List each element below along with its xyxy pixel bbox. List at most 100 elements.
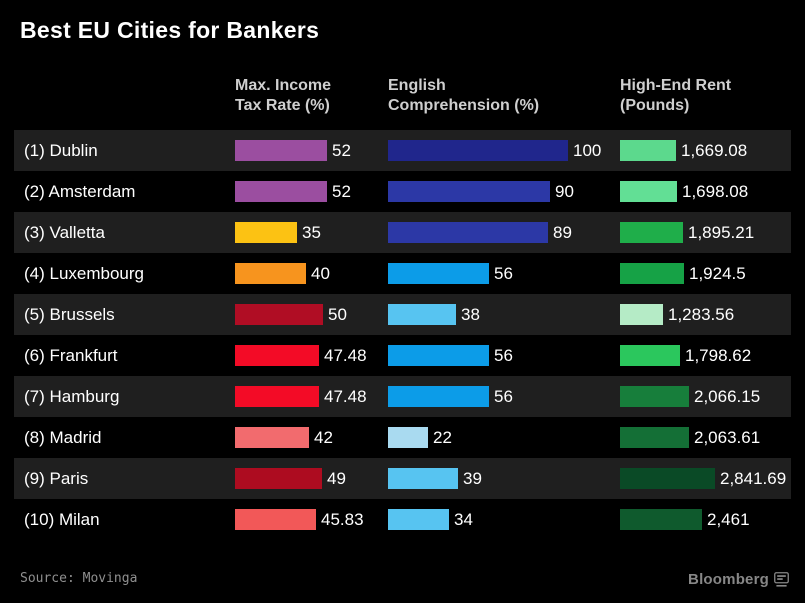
rent-bar	[620, 509, 702, 530]
tax-value: 52	[332, 181, 351, 201]
english-bar	[388, 427, 428, 448]
column-header-tax-line1: Max. Income	[235, 77, 332, 94]
english-value: 100	[573, 140, 602, 160]
rent-cell: 1,924.5	[620, 263, 791, 284]
english-cell: 56	[388, 386, 620, 407]
english-value: 56	[494, 386, 513, 406]
tax-value: 47.48	[324, 345, 367, 365]
english-value: 56	[494, 263, 513, 283]
english-cell: 34	[388, 509, 620, 530]
table-row: (1) Dublin 52 100 1,669.08	[14, 130, 791, 171]
rent-cell: 2,841.69	[620, 468, 791, 489]
tax-cell: 45.83	[235, 509, 388, 530]
rent-bar	[620, 345, 680, 366]
english-cell: 90	[388, 181, 620, 202]
city-label: (10) Milan	[24, 509, 100, 529]
rent-bar	[620, 304, 663, 325]
tax-cell: 47.48	[235, 345, 388, 366]
rent-value: 2,461	[707, 509, 750, 529]
rent-value: 1,924.5	[689, 263, 746, 283]
english-bar	[388, 468, 458, 489]
english-value: 38	[461, 304, 480, 324]
rent-bar	[620, 468, 715, 489]
english-value: 39	[463, 468, 482, 488]
table-row: (8) Madrid 42 22 2,063.61	[14, 417, 791, 458]
bloomberg-wordmark: Bloomberg	[688, 571, 769, 588]
tax-value: 42	[314, 427, 333, 447]
english-bar	[388, 304, 456, 325]
tax-value: 45.83	[321, 509, 364, 529]
english-bar	[388, 181, 550, 202]
rent-cell: 1,895.21	[620, 222, 791, 243]
english-value: 89	[553, 222, 572, 242]
rent-cell: 2,066.15	[620, 386, 791, 407]
tax-bar	[235, 509, 316, 530]
tax-bar	[235, 222, 297, 243]
table-row: (10) Milan 45.83 34 2,461	[14, 499, 791, 540]
column-header-english-line2: Comprehension (%)	[388, 97, 540, 114]
tax-cell: 40	[235, 263, 388, 284]
city-label: (7) Hamburg	[24, 386, 120, 406]
table-row: (3) Valletta 35 89 1,895.21	[14, 212, 791, 253]
rent-bar	[620, 140, 676, 161]
column-header-tax-line2: Tax Rate (%)	[235, 97, 330, 114]
tax-value: 50	[328, 304, 347, 324]
rent-cell: 1,798.62	[620, 345, 791, 366]
tax-value: 35	[302, 222, 321, 242]
rent-bar	[620, 427, 689, 448]
column-header-tax: Max. Income Tax Rate (%)	[235, 76, 388, 116]
bloomberg-logo: Bloomberg	[688, 571, 789, 588]
tax-bar	[235, 263, 306, 284]
rent-value: 2,063.61	[694, 427, 761, 447]
city-label: (8) Madrid	[24, 427, 102, 447]
english-bar	[388, 140, 568, 161]
rent-bar	[620, 386, 689, 407]
city-label: (3) Valletta	[24, 222, 105, 242]
rent-value: 1,669.08	[681, 140, 748, 160]
column-header-rent-line2: (Pounds)	[620, 97, 690, 114]
tax-cell: 52	[235, 140, 388, 161]
table-row: (5) Brussels 50 38 1,283.56	[14, 294, 791, 335]
english-value: 22	[433, 427, 452, 447]
english-cell: 38	[388, 304, 620, 325]
source-credit: Source: Movinga	[20, 571, 138, 586]
city-label: (6) Frankfurt	[24, 345, 118, 365]
english-bar	[388, 263, 489, 284]
column-header-rent: High-End Rent (Pounds)	[620, 76, 791, 116]
rent-value: 1,895.21	[688, 222, 755, 242]
rent-value: 1,283.56	[668, 304, 735, 324]
tax-bar	[235, 181, 327, 202]
rent-bar	[620, 263, 684, 284]
city-label: (2) Amsterdam	[24, 181, 136, 201]
column-header-rent-line1: High-End Rent	[620, 77, 732, 94]
rent-value: 1,798.62	[685, 345, 752, 365]
rent-cell: 2,063.61	[620, 427, 791, 448]
tax-value: 49	[327, 468, 346, 488]
tax-bar	[235, 140, 327, 161]
rent-value: 2,066.15	[694, 386, 761, 406]
rent-cell: 2,461	[620, 509, 791, 530]
english-cell: 56	[388, 263, 620, 284]
city-label: (5) Brussels	[24, 304, 115, 324]
city-label: (9) Paris	[24, 468, 89, 488]
table-row: (4) Luxembourg 40 56 1,924.5	[14, 253, 791, 294]
rent-value: 1,698.08	[682, 181, 749, 201]
tax-bar	[235, 427, 309, 448]
column-header-spacer	[14, 76, 235, 116]
english-cell: 39	[388, 468, 620, 489]
rent-bar	[620, 222, 683, 243]
rent-cell: 1,283.56	[620, 304, 791, 325]
english-cell: 89	[388, 222, 620, 243]
table-row: (6) Frankfurt 47.48 56 1,798.62	[14, 335, 791, 376]
chart-title: Best EU Cities for Bankers	[20, 17, 320, 43]
rent-value: 2,841.69	[720, 468, 787, 488]
table-row: (9) Paris 49 39 2,841.69	[14, 458, 791, 499]
english-bar	[388, 222, 548, 243]
english-cell: 56	[388, 345, 620, 366]
column-header-english: English Comprehension (%)	[388, 76, 620, 116]
rent-cell: 1,669.08	[620, 140, 791, 161]
english-bar	[388, 509, 449, 530]
city-label: (1) Dublin	[24, 140, 98, 160]
column-headers: Max. Income Tax Rate (%) English Compreh…	[14, 76, 791, 116]
